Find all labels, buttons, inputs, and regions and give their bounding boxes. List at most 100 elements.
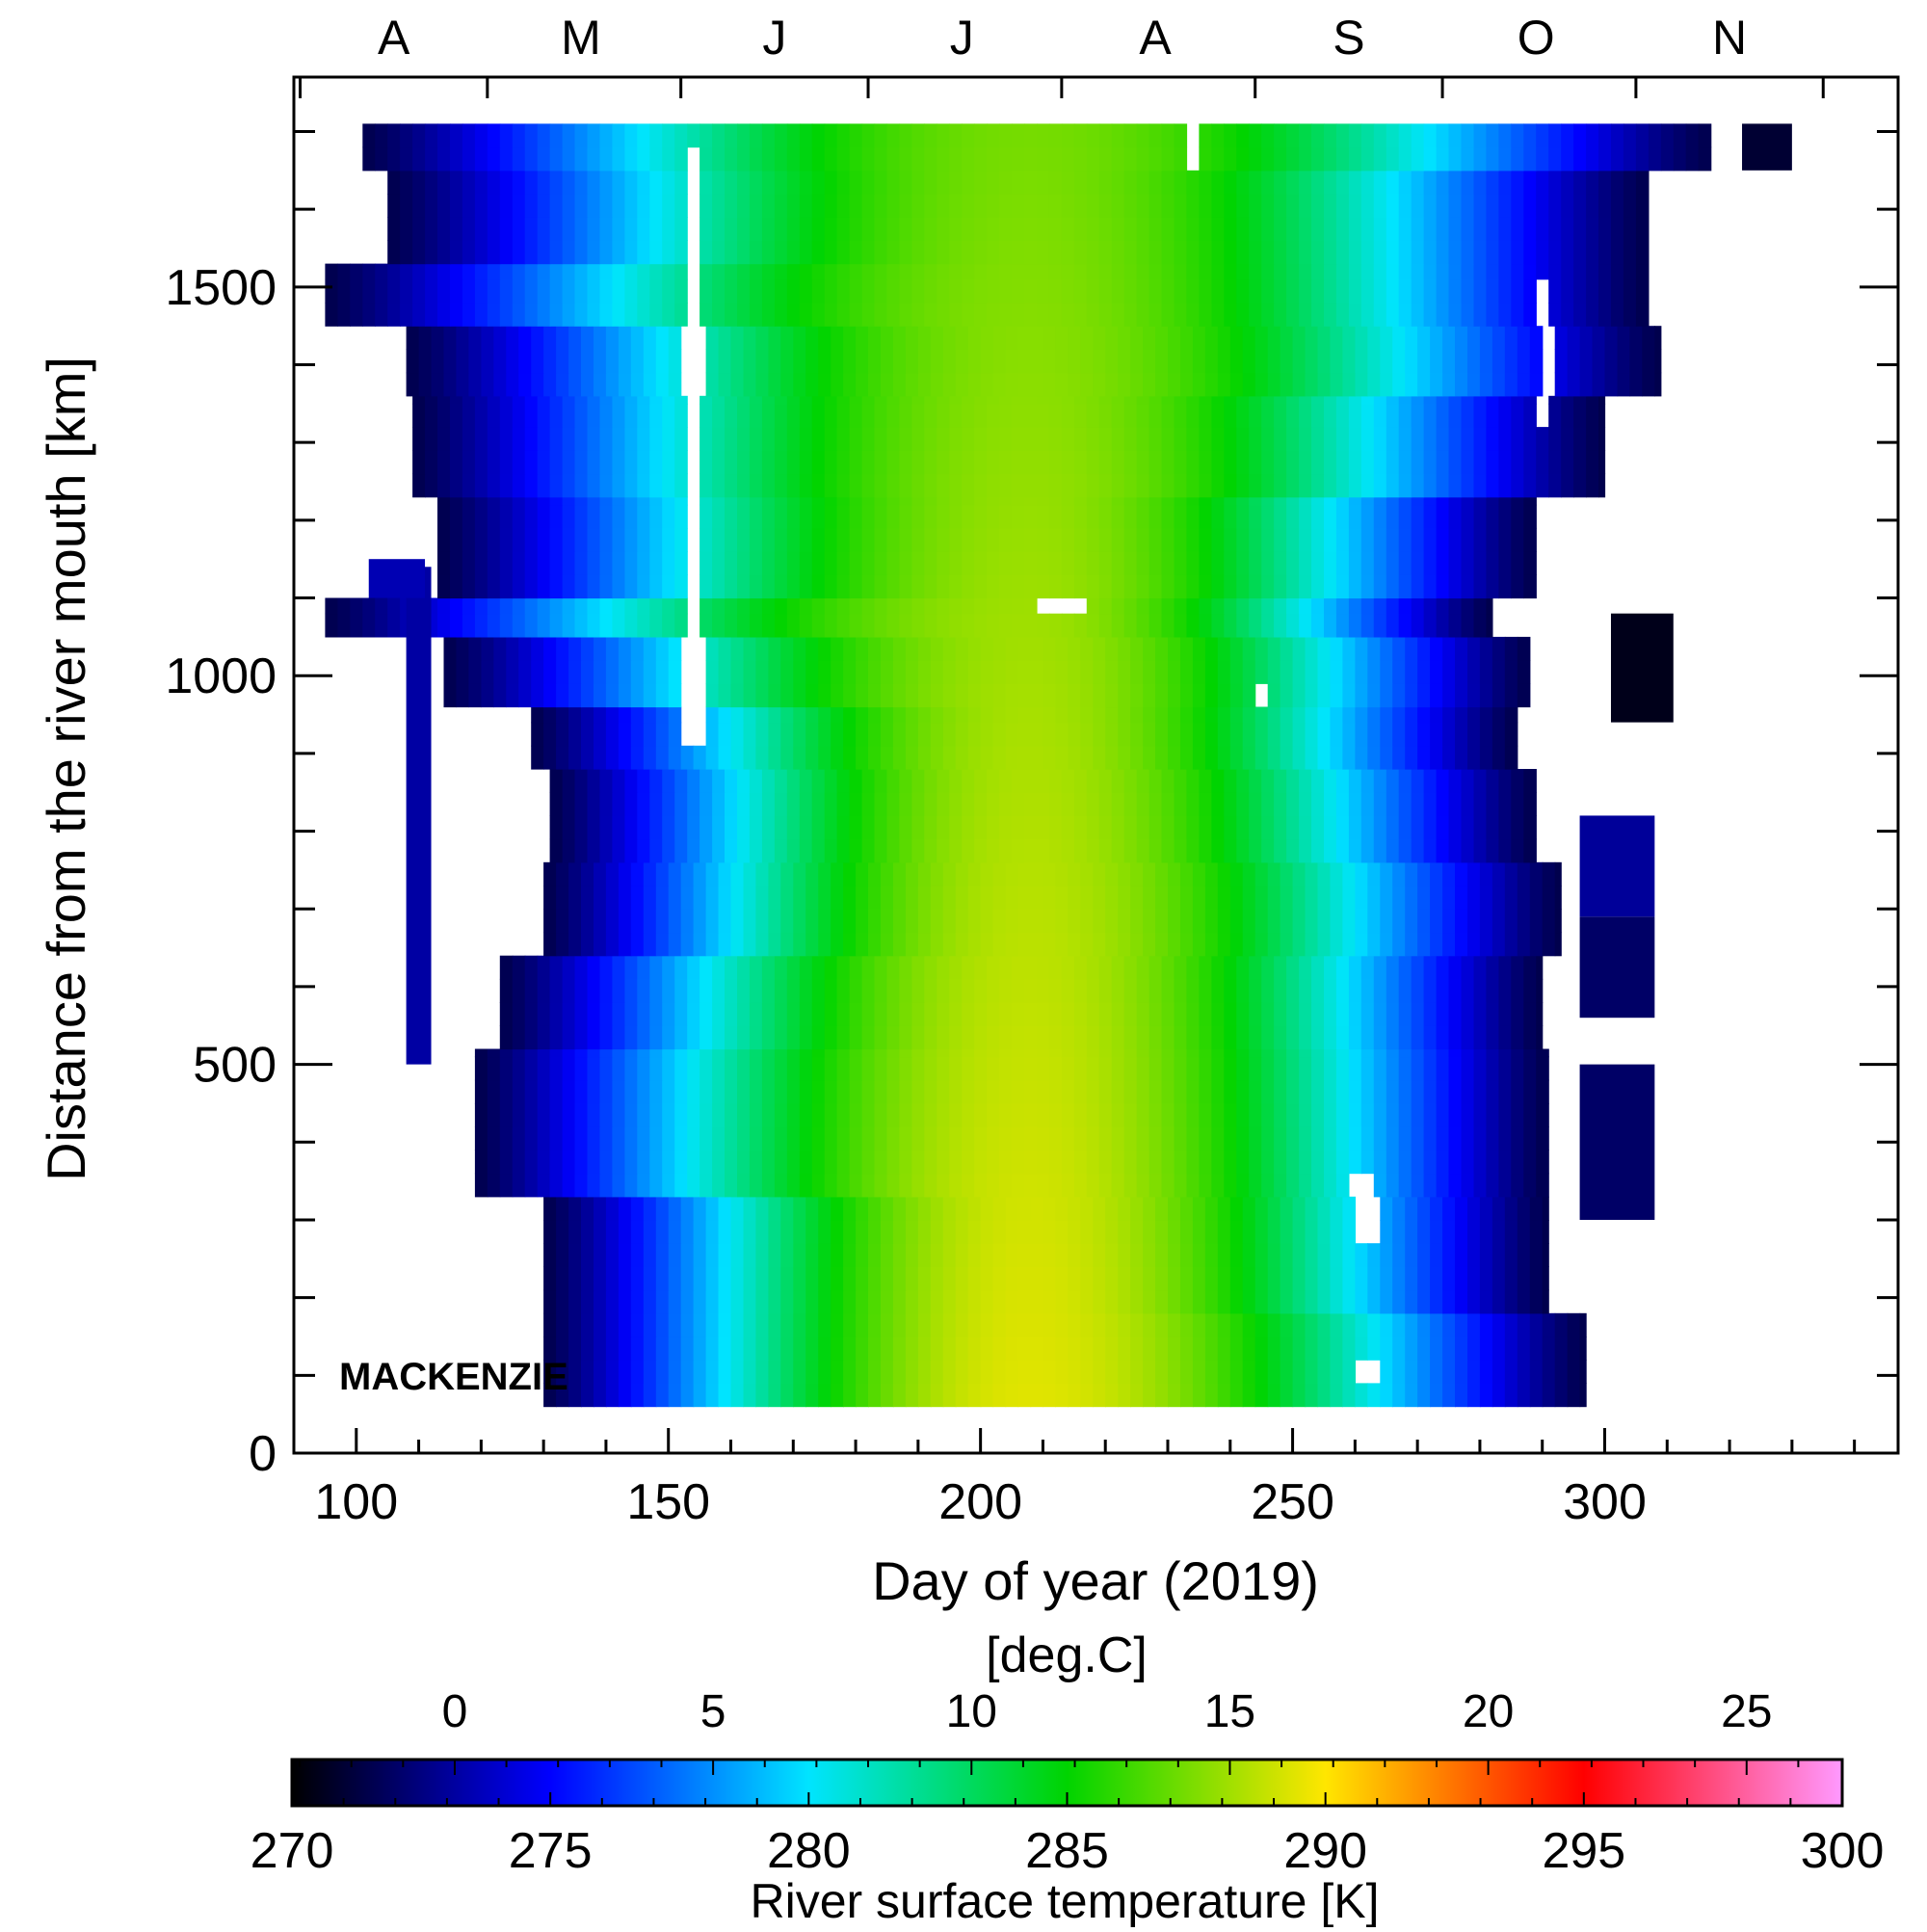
heatmap-cell: [849, 955, 863, 980]
heatmap-cell: [587, 473, 601, 498]
heatmap-cell: [556, 1220, 569, 1244]
heatmap-cell: [1274, 1173, 1287, 1198]
heatmap-cell: [624, 769, 638, 793]
heatmap-cell: [856, 1383, 869, 1408]
heatmap-cell: [1037, 1056, 1050, 1081]
heatmap-cell: [874, 473, 888, 498]
heatmap-cell: [725, 792, 738, 816]
heatmap-cell: [768, 932, 781, 957]
heatmap-cell: [1479, 1337, 1493, 1361]
heatmap-cell: [1436, 240, 1450, 265]
heatmap-cell: [1224, 1102, 1237, 1127]
heatmap-cell: [668, 706, 682, 724]
heatmap-cell: [1629, 349, 1643, 374]
heatmap-cell: [568, 932, 582, 957]
heatmap-cell: [655, 660, 670, 684]
heatmap-cell: [886, 170, 901, 195]
heatmap-cell: [1398, 1079, 1412, 1104]
heatmap-cell: [574, 170, 589, 195]
heatmap-cell: [987, 146, 1000, 172]
heatmap-cell: [655, 1337, 670, 1361]
heatmap-cell: [1242, 861, 1256, 887]
heatmap-cell: [1080, 861, 1094, 887]
heatmap-cell: [1405, 1220, 1418, 1244]
heatmap-cell: [1236, 240, 1250, 265]
heatmap-cell: [1380, 660, 1393, 684]
heatmap-cell: [1093, 722, 1106, 747]
heatmap-cell: [1523, 170, 1537, 195]
heatmap-cell: [743, 1289, 757, 1314]
heatmap-cell: [1174, 427, 1188, 451]
heatmap-cell: [594, 349, 607, 374]
heatmap-cell: [556, 1383, 569, 1408]
heatmap-cell: [1086, 1056, 1100, 1081]
heatmap-cell: [649, 769, 663, 793]
heatmap-cell: [1111, 769, 1125, 793]
heatmap-cell: [962, 597, 975, 615]
heatmap-cell: [537, 978, 551, 1003]
heatmap-cell: [725, 496, 738, 506]
heatmap-cell: [843, 1266, 857, 1291]
heatmap-cell: [637, 838, 650, 863]
heatmap-cell: [531, 372, 544, 397]
heatmap-cell: [1242, 326, 1256, 350]
heatmap-cell: [861, 1126, 876, 1151]
heatmap-cell: [549, 1173, 564, 1198]
heatmap-cell: [1073, 303, 1088, 327]
heatmap-cell: [737, 1048, 751, 1058]
heatmap-cell: [1348, 496, 1362, 506]
heatmap-cell: [1461, 815, 1475, 840]
heatmap-cell: [1360, 263, 1375, 280]
heatmap-cell: [780, 1337, 794, 1361]
heatmap-cell: [462, 403, 476, 428]
heatmap-cell: [987, 217, 1000, 241]
heatmap-cell: [1148, 955, 1163, 980]
heatmap-cell: [1523, 504, 1537, 529]
heatmap-cell: [662, 955, 675, 980]
heatmap-cell: [868, 1243, 882, 1267]
heatmap-cell: [1024, 1102, 1038, 1127]
heatmap-cell: [693, 1312, 707, 1337]
heatmap-cell: [574, 551, 589, 575]
heatmap-cell: [705, 326, 720, 350]
heatmap-cell: [1405, 636, 1418, 661]
heatmap-cell: [793, 745, 806, 770]
heatmap-cell: [1254, 1289, 1269, 1314]
heatmap-cell: [1473, 146, 1488, 172]
heatmap-cell: [1405, 1383, 1418, 1408]
heatmap-cell: [1461, 303, 1475, 327]
heatmap-cell: [786, 1079, 801, 1104]
heatmap-cell: [1448, 769, 1463, 793]
heatmap-cell: [1254, 745, 1269, 770]
heatmap-cell: [1236, 955, 1250, 980]
heatmap-cell: [605, 349, 620, 374]
heatmap-cell: [562, 1173, 576, 1198]
heatmap-cell: [1017, 1220, 1032, 1244]
heatmap-cell: [624, 1173, 638, 1198]
heatmap-cell: [974, 1002, 988, 1026]
heatmap-cell: [1380, 1312, 1393, 1337]
heatmap-cell: [1373, 1150, 1387, 1175]
heatmap-cell: [687, 1102, 700, 1127]
heatmap-cell: [1461, 1126, 1475, 1151]
heatmap-cell: [1398, 955, 1412, 980]
heatmap-cell: [1143, 1337, 1156, 1361]
heatmap-cell: [587, 217, 601, 241]
heatmap-cell: [974, 769, 988, 793]
heatmap-cell: [831, 1196, 844, 1221]
heatmap-cell: [892, 1312, 907, 1337]
heatmap-cell: [1635, 240, 1650, 265]
heatmap-cell: [805, 1220, 819, 1244]
heatmap-cell: [1491, 1196, 1506, 1221]
heatmap-cell: [1236, 978, 1250, 1003]
heatmap-cell: [1192, 1360, 1206, 1384]
heatmap-cell: [811, 1150, 826, 1175]
heatmap-cell: [856, 909, 869, 934]
heatmap-cell: [605, 660, 620, 684]
heatmap-cell: [725, 551, 738, 575]
heatmap-cell: [680, 1383, 695, 1408]
heatmap-cell: [1280, 1196, 1294, 1221]
heatmap-cell: [387, 170, 401, 195]
heatmap-cell: [1211, 978, 1225, 1003]
heatmap-cell: [843, 722, 857, 747]
